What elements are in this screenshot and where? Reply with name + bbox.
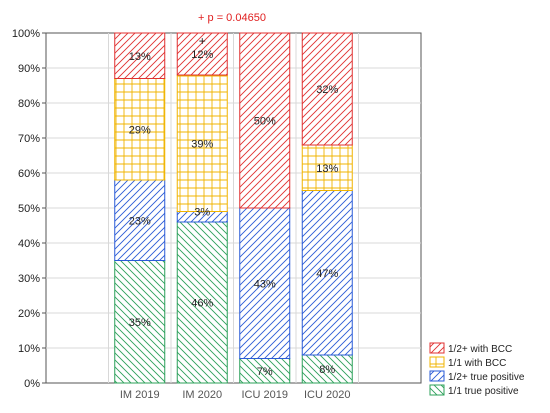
data-label: 23% [129, 215, 151, 227]
y-axis-ticks: 0% 10% 20% 30% 40% 50% 60% 70% 80% 90% 100% [12, 28, 46, 390]
x-axis-categories: IM 2019 IM 2020 ICU 2019 ICU 2020 [120, 389, 351, 401]
data-label: 32% [316, 84, 338, 96]
y-tick-label: 100% [12, 28, 40, 40]
data-label: 50% [254, 116, 276, 128]
bar-segment [114, 260, 166, 384]
y-tick-label: 70% [18, 133, 40, 145]
bar-segment [114, 32, 166, 79]
bar-segment [239, 358, 291, 384]
legend-swatch [429, 384, 445, 396]
bar-segment [176, 74, 228, 212]
y-tick-label: 50% [18, 203, 40, 215]
y-tick-label: 20% [18, 308, 40, 320]
data-label: 43% [254, 278, 276, 290]
bar-segment [301, 144, 353, 191]
x-category-label: ICU 2020 [304, 389, 350, 401]
legend-swatch [429, 370, 445, 382]
data-label: 7% [257, 366, 273, 378]
bar-segment [114, 78, 166, 181]
significance-marker: + [199, 34, 206, 48]
data-label: 8% [319, 364, 335, 376]
legend-swatch [429, 356, 445, 368]
data-label: 39% [191, 138, 213, 150]
data-label: 29% [129, 124, 151, 136]
data-labels: 35% 23% 29% 13% 46% 3% 39% 12% 7% 43% 50% 8% 47% 13% 3… [129, 49, 339, 378]
bars [114, 32, 353, 384]
bar-segment [239, 32, 291, 209]
legend-swatch [429, 342, 445, 354]
data-label: 13% [316, 163, 338, 175]
x-category-label: ICU 2019 [242, 389, 288, 401]
data-label: 13% [129, 51, 151, 63]
data-label: 47% [316, 268, 338, 280]
data-label: 3% [194, 207, 210, 219]
bar-segment [239, 207, 291, 359]
legend-label: 1/2+ with BCC [448, 344, 512, 355]
legend-label: 1/1 with BCC [448, 358, 506, 369]
y-tick-label: 10% [18, 343, 40, 355]
legend-label: 1/1 true positive [448, 386, 519, 397]
bar-segment [301, 190, 353, 356]
bar-segment [176, 32, 228, 76]
bar-segment [301, 354, 353, 384]
x-category-label: IM 2019 [120, 389, 160, 401]
y-tick-label: 80% [18, 98, 40, 110]
data-label: 46% [191, 298, 213, 310]
data-label: 12% [191, 49, 213, 61]
bar-segment [114, 179, 166, 261]
bar-segment [301, 32, 353, 146]
y-tick-label: 40% [18, 238, 40, 250]
legend: 1/2+ with BCC 1/1 with BCC 1/2+ true posit… [429, 342, 525, 397]
gridlines [46, 33, 421, 383]
y-tick-label: 60% [18, 168, 40, 180]
y-tick-label: 0% [24, 378, 40, 390]
legend-label: 1/2+ true positive [448, 372, 525, 383]
y-tick-label: 90% [18, 63, 40, 75]
data-label: 35% [129, 317, 151, 329]
y-tick-label: 30% [18, 273, 40, 285]
p-value-annotation: + p = 0.04650 [198, 12, 266, 24]
x-category-label: IM 2020 [182, 389, 222, 401]
